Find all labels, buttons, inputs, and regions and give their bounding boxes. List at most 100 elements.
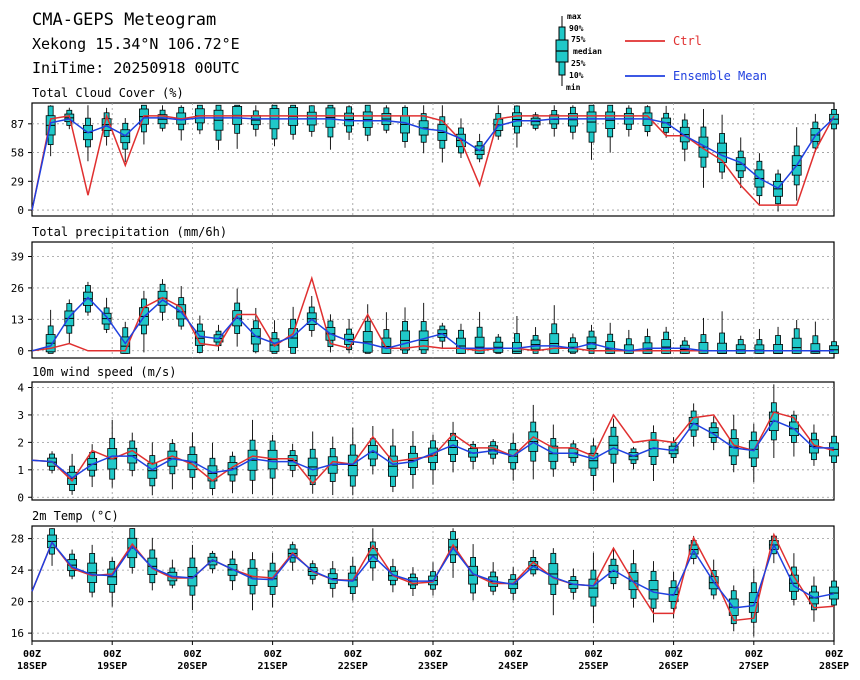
box-plot bbox=[549, 105, 560, 137]
box-plot bbox=[213, 104, 224, 150]
box-plot bbox=[810, 321, 821, 354]
box-iqr bbox=[623, 344, 634, 354]
box-plot bbox=[306, 105, 317, 137]
box-plot bbox=[608, 418, 619, 483]
x-tick-hour-label: 00Z bbox=[504, 649, 522, 660]
y-tick-label: 20 bbox=[11, 596, 24, 609]
box-iqr bbox=[754, 344, 765, 354]
panel-1: Total Cloud Cover (%) 0 29 58 87 bbox=[11, 86, 839, 217]
legend-boxplot-glyph bbox=[555, 16, 569, 86]
box-iqr bbox=[120, 336, 131, 354]
y-tick-label: 13 bbox=[11, 313, 24, 326]
panel-4: 2m Temp (°C) 16 20 24 28 bbox=[11, 509, 839, 642]
y-tick-label: 1 bbox=[17, 464, 24, 477]
init-time-label: IniTime: 20250918 00UTC bbox=[32, 59, 240, 77]
x-tick-hour-label: 00Z bbox=[103, 649, 121, 660]
ctrl-line bbox=[31, 411, 835, 485]
box-plot bbox=[267, 434, 278, 496]
box-plot bbox=[698, 317, 709, 354]
box-plot bbox=[381, 105, 392, 134]
y-tick-label: 16 bbox=[11, 627, 24, 640]
box-plot bbox=[548, 548, 559, 616]
y-tick-label: 29 bbox=[11, 175, 24, 188]
legend: max 90% 75% median 25% 10% min Ctrl Ense… bbox=[555, 12, 767, 92]
y-tick-label: 58 bbox=[11, 147, 24, 160]
box-iqr bbox=[661, 339, 672, 354]
box-plot bbox=[67, 453, 77, 495]
x-tick-hour-label: 00Z bbox=[23, 649, 41, 660]
box-plot bbox=[288, 104, 299, 140]
box-plot bbox=[400, 105, 410, 148]
box-plot bbox=[87, 544, 98, 598]
box-iqr bbox=[474, 336, 485, 354]
legend-p90-label: 90% bbox=[569, 24, 584, 33]
y-tick-label: 26 bbox=[11, 282, 24, 295]
x-tick-date-label: 18SEP bbox=[17, 661, 47, 672]
panel-frame bbox=[31, 241, 835, 359]
ctrl-line bbox=[31, 113, 835, 211]
x-tick-date-label: 23SEP bbox=[418, 661, 448, 672]
box-plot bbox=[381, 312, 392, 354]
x-tick-hour-label: 00Z bbox=[825, 649, 843, 660]
box-iqr bbox=[698, 342, 709, 354]
box-plot bbox=[567, 105, 578, 140]
box-plot bbox=[147, 442, 158, 496]
x-tick-hour-label: 00Z bbox=[264, 649, 282, 660]
box-plot bbox=[288, 306, 299, 354]
box-plot bbox=[567, 333, 578, 354]
ensemble-mean-line bbox=[31, 296, 834, 352]
panel-title: Total Cloud Cover (%) bbox=[32, 86, 184, 100]
x-tick-date-label: 27SEP bbox=[739, 661, 769, 672]
box-plot bbox=[83, 281, 93, 316]
box-plot bbox=[468, 544, 479, 601]
box-plot bbox=[809, 576, 819, 622]
legend-min-label: min bbox=[566, 82, 581, 92]
legend-ctrl-label: Ctrl bbox=[673, 34, 702, 48]
box-iqr bbox=[791, 337, 802, 354]
box-plot bbox=[207, 550, 218, 574]
y-tick-label: 0 bbox=[17, 204, 24, 217]
box-plot bbox=[306, 295, 317, 337]
box-plot bbox=[773, 326, 783, 354]
box-plot bbox=[107, 557, 118, 607]
box-plot bbox=[754, 328, 765, 354]
y-tick-label: 39 bbox=[11, 251, 24, 264]
ensemble-mean-line bbox=[31, 541, 835, 609]
box-plot bbox=[247, 419, 258, 495]
box-iqr bbox=[735, 344, 746, 354]
box-plot bbox=[586, 324, 597, 354]
box-plot bbox=[717, 114, 727, 180]
box-plot bbox=[437, 105, 448, 163]
box-plot bbox=[661, 326, 672, 354]
x-tick-hour-label: 00Z bbox=[584, 649, 602, 660]
box-plot bbox=[493, 105, 504, 140]
box-plot bbox=[789, 553, 799, 606]
box-plot bbox=[347, 427, 358, 496]
box-plot bbox=[748, 423, 759, 483]
box-plot bbox=[269, 104, 280, 147]
box-plot bbox=[247, 552, 258, 611]
x-tick-date-label: 22SEP bbox=[338, 661, 368, 672]
legend-median-label: median bbox=[573, 46, 602, 56]
y-tick-label: 0 bbox=[17, 491, 24, 504]
box-plot bbox=[829, 106, 839, 132]
box-plot bbox=[400, 307, 410, 354]
box-plot bbox=[791, 127, 802, 201]
box-plot bbox=[287, 443, 298, 478]
y-tick-label: 3 bbox=[17, 409, 24, 422]
box-plot bbox=[829, 577, 839, 611]
x-tick-date-label: 21SEP bbox=[258, 661, 288, 672]
box-plot bbox=[232, 104, 243, 149]
box-plot bbox=[642, 328, 653, 354]
x-tick-hour-label: 00Z bbox=[665, 649, 683, 660]
box-plot bbox=[829, 338, 839, 354]
box-plot bbox=[194, 104, 205, 135]
box-plot bbox=[64, 299, 75, 344]
box-plot bbox=[586, 104, 597, 160]
box-plot bbox=[45, 105, 56, 157]
y-tick-label: 87 bbox=[11, 118, 24, 131]
box-plot bbox=[717, 311, 727, 354]
box-plot bbox=[508, 433, 519, 481]
ctrl-line bbox=[31, 532, 835, 622]
box-plot bbox=[362, 104, 373, 142]
